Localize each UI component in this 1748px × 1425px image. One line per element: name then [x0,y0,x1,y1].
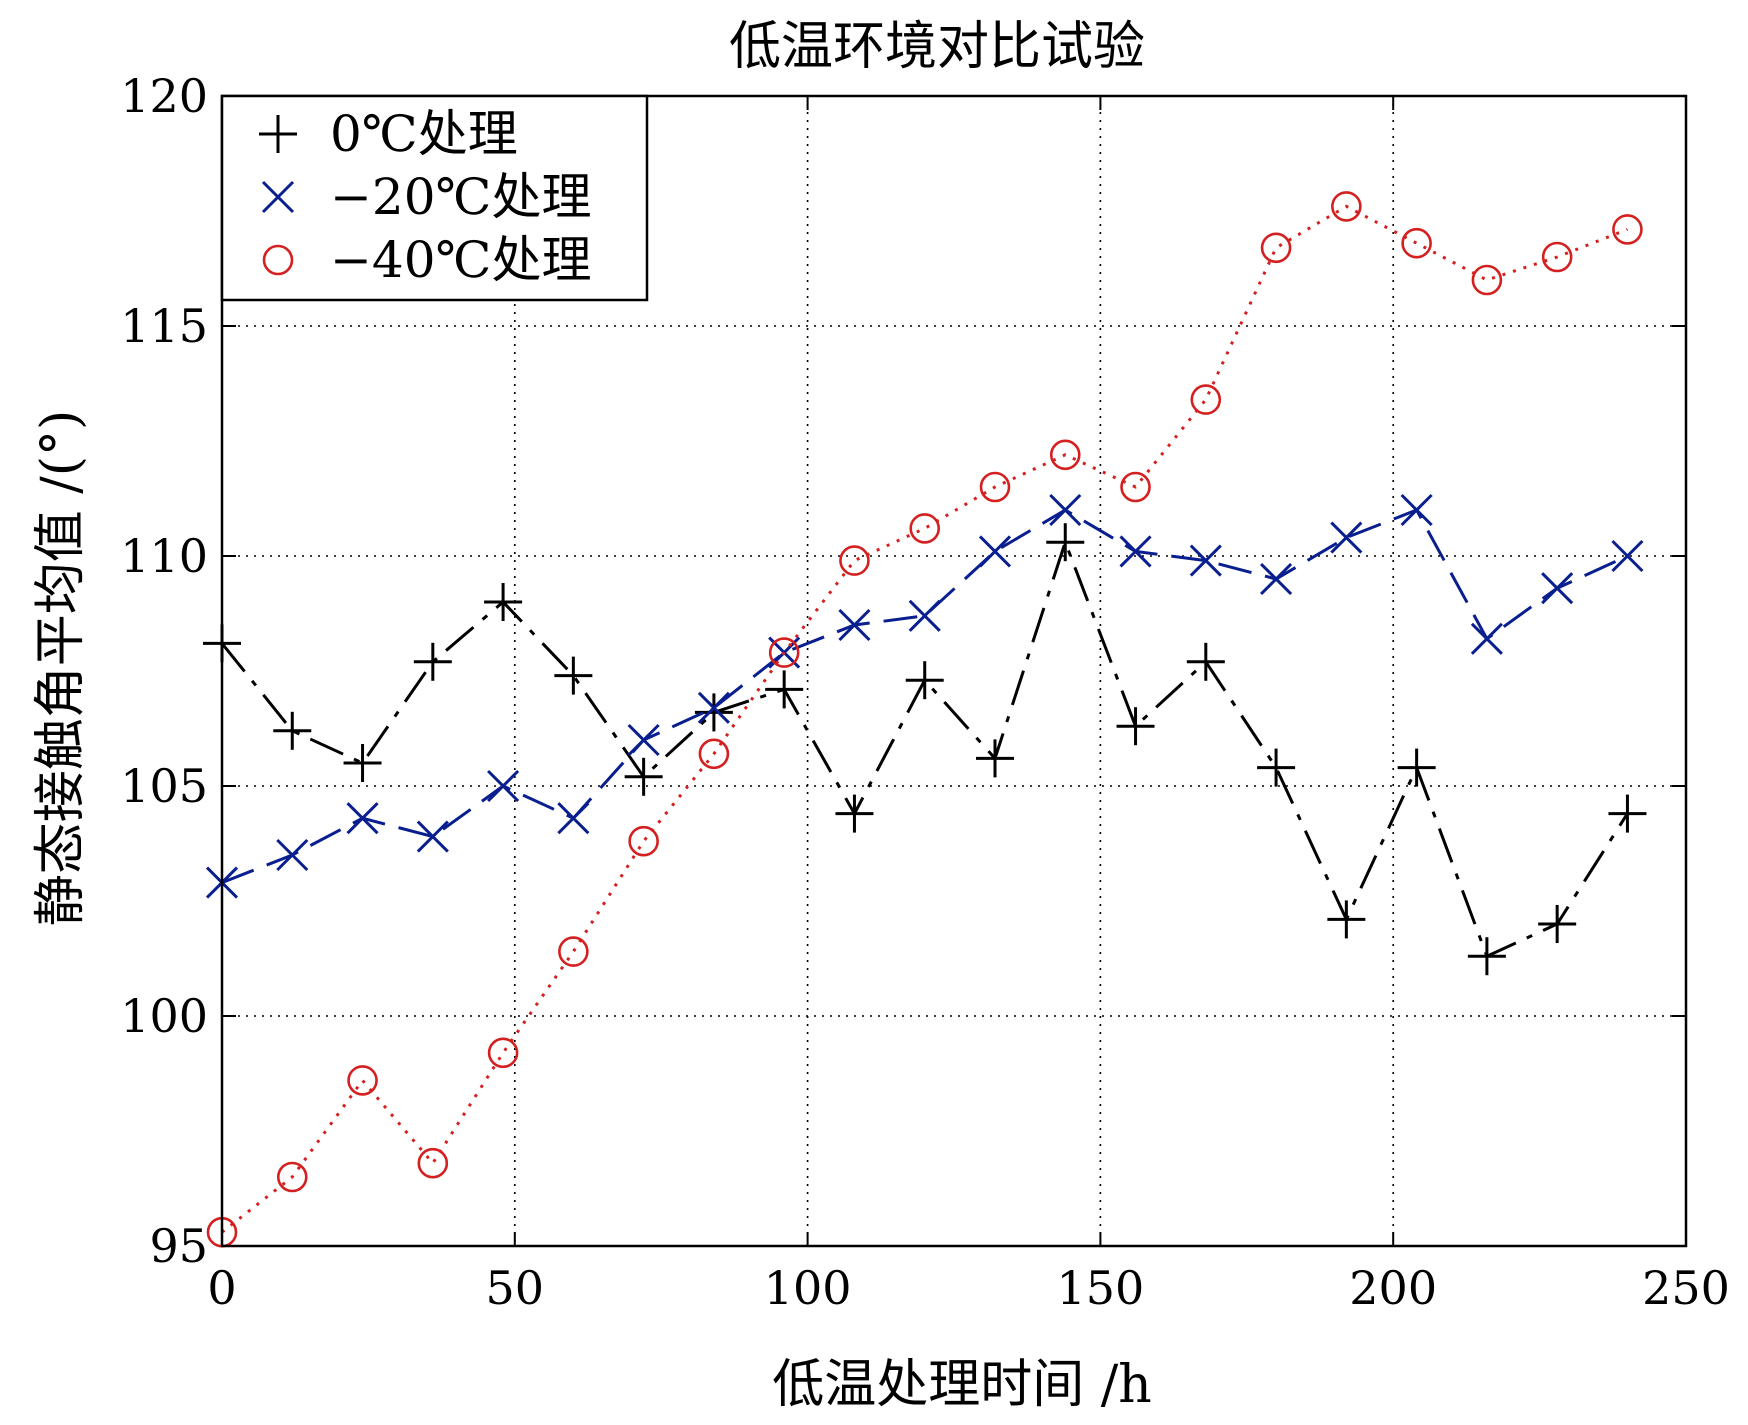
data-point [1119,535,1152,568]
series-layer [203,191,1647,1248]
data-point [1189,544,1222,577]
data-point [1260,232,1292,264]
data-point [1608,794,1647,833]
series-line [220,537,1629,959]
data-point [1611,539,1644,573]
data-point [698,738,730,770]
data-point [1541,241,1573,273]
data-point [1400,493,1433,527]
legend-marker [261,180,295,214]
data-point [417,1147,449,1179]
data-point [1538,905,1577,943]
x-tick-label: 250 [1642,1261,1730,1315]
data-point [908,599,941,632]
data-point [1116,707,1155,746]
data-point [347,1065,378,1096]
data-point [557,802,590,835]
data-point [627,723,660,757]
data-point [978,535,1012,568]
data-point [1331,191,1362,222]
x-tick-label: 150 [1056,1261,1144,1315]
y-tick-label: 115 [120,299,208,353]
data-point [628,825,659,857]
data-point [1467,937,1506,976]
data-point [487,1037,519,1069]
data-point [413,642,452,681]
legend-marker [262,244,294,276]
data-point [839,545,870,576]
data-point [1471,264,1503,296]
data-point [346,802,379,835]
data-point [1401,227,1432,259]
plot-frame [220,94,1688,1248]
data-point [1120,471,1151,503]
y-tick-label: 120 [120,69,208,123]
y-tick-label: 100 [120,989,208,1043]
data-point [1186,642,1225,681]
legend-label: −20℃处理 [330,168,591,226]
data-point [905,661,944,700]
data-point [554,656,593,695]
x-tick-label: 50 [486,1261,545,1315]
data-point [909,513,941,544]
data-point [276,1161,308,1193]
axis-ticks: 0 50 100 150 200 250 95 100 105 110 115 120 [120,69,1730,1315]
x-tick-label: 0 [207,1261,236,1315]
data-point [1397,748,1436,787]
series-line [221,508,1629,884]
data-point [1541,572,1574,605]
y-tick-label: 95 [149,1219,208,1273]
y-tick-label: 110 [120,529,208,583]
data-point [624,757,663,796]
data-point [1260,562,1293,596]
data-point [1327,900,1366,939]
chart-title: 低温环境对比试验 [729,17,1145,77]
y-axis-label: 静态接触角平均值 /(°) [31,410,91,927]
x-tick-label: 100 [764,1261,852,1315]
legend-marker [259,115,297,153]
x-tick-label: 200 [1349,1261,1437,1315]
x-axis-label: 低温处理时间 /h [772,1355,1152,1415]
data-point [273,711,312,750]
data-point [484,583,523,621]
data-point [558,936,589,967]
series-1 [205,493,1644,899]
data-point [838,608,871,642]
legend: 0℃处理−20℃处理−40℃处理 [220,94,649,302]
data-point [1046,523,1085,562]
series-2 [206,191,1643,1248]
data-point [768,637,800,668]
data-point [1470,622,1503,655]
data-point [975,739,1014,778]
data-point [1190,384,1222,415]
legend-label: 0℃处理 [330,105,518,163]
data-point [343,744,382,782]
data-point [416,820,449,853]
data-point [1257,748,1296,787]
data-point [697,691,730,724]
legend-box [220,94,649,302]
data-point [276,838,309,872]
data-point [979,471,1011,503]
data-point [765,670,804,709]
data-point [1330,521,1363,554]
data-point [835,794,874,833]
legend-label: −40℃处理 [330,231,591,289]
data-point [1612,214,1643,245]
y-tick-label: 105 [120,759,208,813]
data-point [1049,493,1082,527]
data-point [1049,439,1081,471]
data-point [487,769,520,803]
